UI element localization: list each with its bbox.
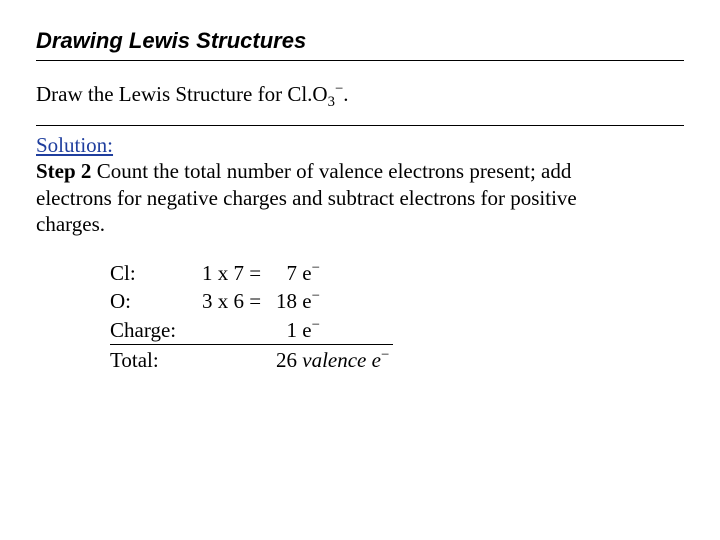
table-row: Cl: 1 x 7 = 7 e−: [110, 259, 393, 287]
step-text-line1: Count the total number of valence electr…: [91, 159, 571, 183]
cl-minus: −: [312, 260, 320, 276]
slide-title: Drawing Lewis Structures: [36, 28, 684, 54]
o-label: O:: [110, 288, 198, 315]
formula-sup: −: [335, 81, 343, 97]
calculation-block: Cl: 1 x 7 = 7 e− O: 3 x 6 = 18 e− Charge…: [110, 259, 684, 374]
step-text-line3: charges.: [36, 212, 105, 236]
charge-minus: −: [312, 317, 320, 333]
title-underline: [36, 60, 684, 61]
total-valence: valence e: [302, 348, 381, 372]
charge-label: Charge:: [110, 317, 198, 344]
solution-label: Solution:: [36, 133, 113, 157]
slide-container: Drawing Lewis Structures Draw the Lewis …: [0, 0, 720, 540]
o-minus: −: [312, 288, 320, 304]
solution-block: Solution: Step 2 Count the total number …: [36, 132, 684, 237]
calc-table: Cl: 1 x 7 = 7 e− O: 3 x 6 = 18 e− Charge…: [110, 259, 393, 374]
total-minus: −: [381, 347, 389, 363]
step-text-line2: electrons for negative charges and subtr…: [36, 186, 577, 210]
body-separator: [36, 125, 684, 126]
table-row: Total: 26 valence e−: [110, 345, 393, 375]
o-eq: 3 x 6 =: [202, 288, 272, 315]
cl-eq: 1 x 7 =: [202, 260, 272, 287]
problem-suffix: .: [343, 82, 348, 106]
total-pre: 26: [276, 348, 302, 372]
total-label: Total:: [110, 347, 198, 374]
table-row: Charge: 1 e−: [110, 316, 393, 345]
o-val: 18 e: [276, 289, 312, 313]
problem-statement: Draw the Lewis Structure for Cl.O3−.: [36, 81, 684, 111]
formula-base: Cl.O: [287, 82, 327, 106]
step-keyword: Step 2: [36, 159, 91, 183]
problem-prefix: Draw the Lewis Structure for: [36, 82, 287, 106]
table-row: O: 3 x 6 = 18 e−: [110, 287, 393, 315]
cl-val: 7 e: [276, 261, 312, 285]
formula-sub: 3: [328, 94, 335, 110]
cl-label: Cl:: [110, 260, 198, 287]
problem-formula: Cl.O3−: [287, 82, 343, 106]
charge-val: 1 e: [276, 318, 312, 342]
